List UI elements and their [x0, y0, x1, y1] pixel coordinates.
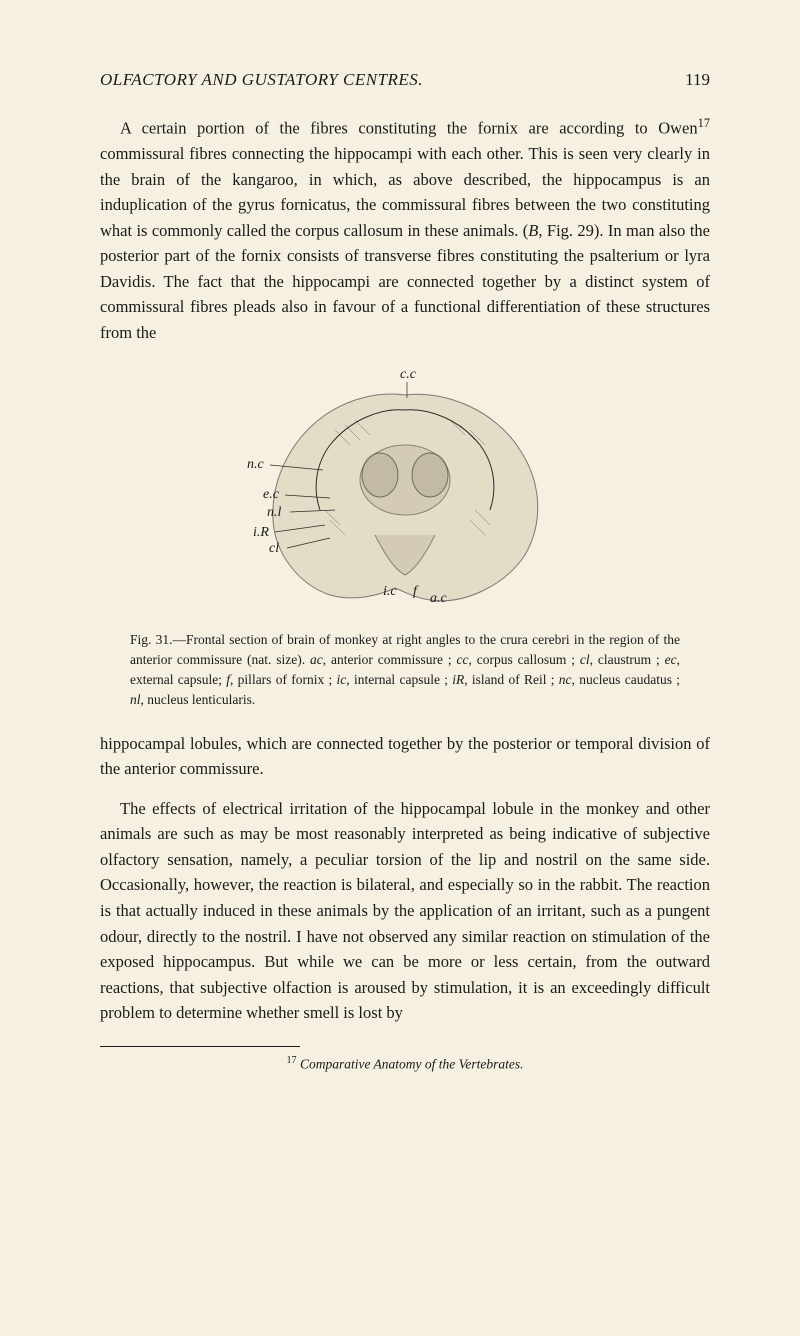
p1-text: A certain portion of the fibres constitu… [120, 119, 698, 138]
label-nl: n.l [267, 505, 282, 520]
label-ac: a.c [430, 591, 448, 606]
caption-cc: cc [457, 652, 469, 667]
page-header: OLFACTORY AND GUSTATORY CENTRES. 119 [100, 70, 710, 90]
p1-italic1: B [528, 221, 538, 240]
label-ic: i.c [383, 584, 397, 599]
caption-nc-txt: , nucleus caudatus ; [572, 672, 680, 687]
caption-nl: nl [130, 692, 141, 707]
footnote-rule [100, 1046, 300, 1047]
header-title: OLFACTORY AND GUSTATORY CENTRES. [100, 70, 423, 90]
figure-container: c.c n.c e.c n.l i.R cl i.c f a.c [100, 360, 710, 620]
label-nc: n.c [247, 457, 265, 472]
paragraph-3: The effects of electrical irritation of … [100, 796, 710, 1026]
caption-ic-txt: , internal capsule ; [346, 672, 452, 687]
caption-iR: iR [452, 672, 464, 687]
label-ec: e.c [263, 487, 280, 502]
caption-nc: nc [559, 672, 572, 687]
footnote: 17 Comparative Anatomy of the Vertebrate… [100, 1055, 710, 1073]
label-cc: c.c [400, 367, 417, 382]
label-cl: cl [269, 541, 279, 556]
label-iR: i.R [253, 525, 269, 540]
caption-ic: ic [337, 672, 347, 687]
caption-iR-txt: , island of Reil ; [464, 672, 559, 687]
caption-f-txt: , pillars of fornix ; [230, 672, 337, 687]
page-number: 119 [685, 70, 710, 90]
footnote-text: Comparative Anatomy of the Vertebrates. [300, 1056, 524, 1071]
caption-ec: ec [665, 652, 677, 667]
brain-section-figure: c.c n.c e.c n.l i.R cl i.c f a.c [235, 360, 575, 620]
paragraph-1: A certain portion of the fibres constitu… [100, 114, 710, 346]
caption-ac: ac [310, 652, 323, 667]
caption-cl-txt: , claustrum ; [590, 652, 665, 667]
p1-sup: 17 [698, 116, 710, 130]
paragraph-2: hippocampal lobules, which are connected… [100, 731, 710, 782]
caption-cl: cl [580, 652, 590, 667]
caption-cc-txt: , corpus callosum ; [469, 652, 580, 667]
figure-caption: Fig. 31.—Frontal section of brain of mon… [130, 630, 680, 711]
caption-nl-txt: , nucleus lenticularis. [141, 692, 256, 707]
footnote-sup: 17 [286, 1055, 296, 1066]
caption-ac-txt: , anterior commissure ; [323, 652, 457, 667]
